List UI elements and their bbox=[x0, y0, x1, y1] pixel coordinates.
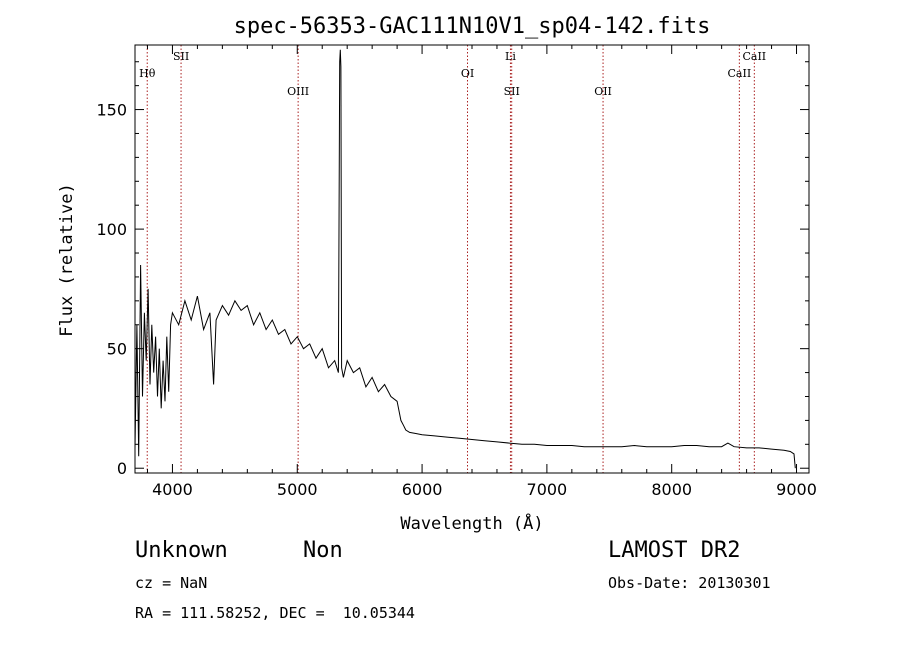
chart-title: spec-56353-GAC111N10V1_sp04-142.fits bbox=[234, 14, 711, 39]
line-marker-label: OII bbox=[594, 85, 612, 98]
y-tick-label: 50 bbox=[107, 340, 127, 359]
obs-date: Obs-Date: 20130301 bbox=[608, 574, 771, 592]
y-tick-label: 100 bbox=[96, 220, 127, 239]
line-markers: Hθ SII OIII OI Li SII OII CaII CaII bbox=[139, 45, 766, 473]
line-marker-label: Hθ bbox=[139, 67, 156, 80]
line-marker-label: OI bbox=[461, 67, 474, 80]
line-marker-label: SII bbox=[504, 85, 520, 98]
line-marker-label: SII bbox=[173, 50, 189, 63]
x-tick-label: 5000 bbox=[277, 480, 318, 499]
line-marker-label: Li bbox=[505, 50, 516, 63]
classification-text: Unknown bbox=[135, 538, 228, 563]
line-marker-label: OIII bbox=[287, 85, 309, 98]
x-tick-label: 9000 bbox=[776, 480, 817, 499]
coordinates: RA = 111.58252, DEC = 10.05344 bbox=[135, 604, 415, 622]
subclass-text: Non bbox=[303, 538, 343, 563]
y-axis-label: Flux (relative) bbox=[57, 183, 77, 337]
line-marker-label: CaII bbox=[742, 50, 766, 63]
plot-frame bbox=[134, 44, 810, 474]
y-tick-label: 150 bbox=[96, 101, 127, 120]
y-tick-label: 0 bbox=[117, 459, 127, 478]
x-tick-label: 8000 bbox=[651, 480, 692, 499]
x-axis-label: Wavelength (Å) bbox=[400, 512, 543, 534]
survey-name: LAMOST DR2 bbox=[608, 538, 741, 563]
x-tick-label: 6000 bbox=[402, 480, 443, 499]
spectrum-line bbox=[134, 49, 796, 469]
x-tick-label: 7000 bbox=[527, 480, 568, 499]
cz-value: cz = NaN bbox=[135, 574, 208, 592]
x-tick-label: 4000 bbox=[152, 480, 193, 499]
axis-ticks: 4000 5000 6000 7000 8000 9000 0 50 100 150 bbox=[96, 45, 817, 499]
spectrum-series bbox=[134, 49, 796, 469]
line-marker-label: CaII bbox=[728, 67, 752, 80]
